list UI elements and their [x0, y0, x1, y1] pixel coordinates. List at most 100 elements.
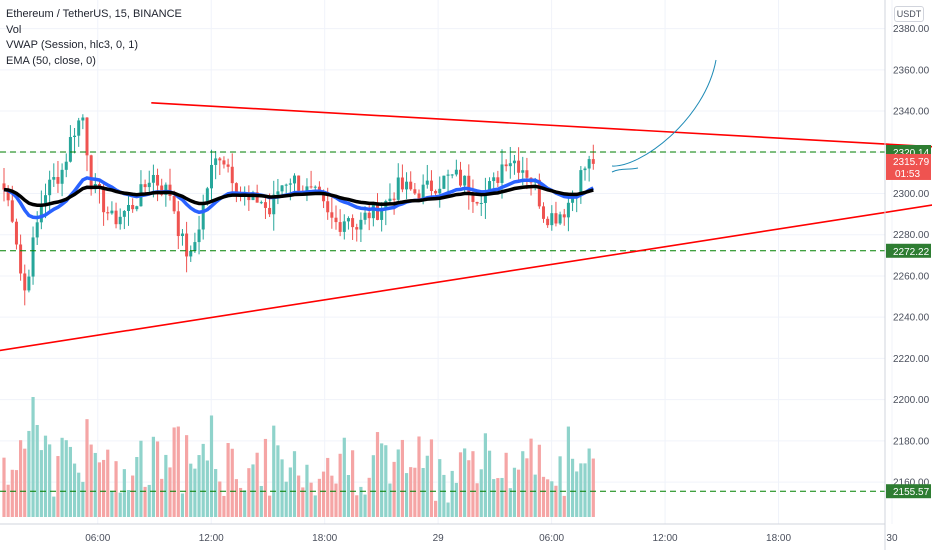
- currency-button[interactable]: USDT: [894, 6, 924, 22]
- legend-ema[interactable]: EMA (50, close, 0): [6, 54, 96, 67]
- volume-bar: [268, 495, 272, 517]
- candle-body: [537, 179, 541, 207]
- price-tick-label: 2200.00: [893, 395, 930, 406]
- candle-body: [396, 177, 400, 200]
- candle-body: [562, 214, 566, 218]
- volume-bar: [504, 452, 508, 517]
- price-tick-label: 2260.00: [893, 271, 930, 282]
- volume-bar: [2, 457, 6, 517]
- trendline: [151, 102, 932, 148]
- candle-body: [554, 213, 558, 224]
- candle-body: [591, 159, 595, 164]
- volume-bar: [517, 469, 521, 517]
- volume-bar: [230, 448, 234, 517]
- volume-bar: [89, 444, 93, 517]
- volume-bar: [60, 437, 64, 517]
- volume-bar: [346, 475, 351, 517]
- candle-body: [467, 175, 471, 195]
- price-tick-label: 2160.00: [893, 478, 930, 489]
- candle-body: [392, 198, 396, 200]
- volume-bar: [467, 460, 471, 517]
- candle-body: [309, 186, 313, 188]
- candle-body: [23, 273, 27, 291]
- time-tick-label: 29: [433, 533, 445, 544]
- volume-bar: [301, 487, 305, 517]
- candle-body: [583, 168, 587, 171]
- volume-bar: [68, 446, 72, 517]
- volume-bar: [10, 469, 14, 517]
- price-tick-label: 2380.00: [893, 24, 930, 35]
- candle-body: [463, 175, 467, 186]
- legend-volume[interactable]: Vol: [6, 23, 22, 36]
- candle-body: [438, 188, 442, 194]
- price-tag-label: 2315.79: [893, 157, 930, 168]
- volume-bar: [562, 495, 566, 517]
- volume-bar: [209, 415, 214, 517]
- volume-bar: [583, 463, 587, 517]
- candle-body: [180, 233, 184, 237]
- candle-body: [313, 186, 317, 188]
- volume-bar: [438, 459, 442, 517]
- volume-bar: [409, 467, 413, 517]
- volume-bar: [35, 424, 39, 517]
- candle-body: [122, 210, 126, 217]
- volume-bar: [537, 444, 541, 517]
- volume-bar: [52, 496, 56, 517]
- candle-body: [297, 175, 301, 191]
- candle-body: [504, 164, 508, 167]
- candle-body: [6, 189, 10, 201]
- volume-bar: [97, 462, 102, 517]
- candle-body: [131, 205, 135, 210]
- volume-bar: [160, 478, 164, 517]
- candle-body: [193, 242, 197, 251]
- volume-bar: [23, 448, 27, 517]
- volume-bar: [326, 457, 330, 517]
- legend-vwap[interactable]: VWAP (Session, hlc3, 0, 1): [6, 39, 139, 51]
- candle-body: [48, 179, 52, 196]
- freehand-drawing: [611, 167, 639, 173]
- candle-body: [263, 202, 267, 208]
- candle-body: [400, 177, 404, 190]
- volume-bar: [500, 477, 504, 517]
- candle-body: [359, 219, 363, 230]
- candle-body: [342, 221, 346, 232]
- candle-body: [288, 183, 292, 185]
- volume-bar: [238, 487, 243, 517]
- volume-bar: [201, 443, 205, 517]
- candle-body: [284, 184, 288, 186]
- volume-bar: [193, 468, 197, 517]
- candle-body: [143, 184, 147, 188]
- candle-body: [39, 205, 43, 223]
- candle-body: [322, 191, 326, 202]
- candle-body: [471, 194, 475, 202]
- volume-bar: [371, 455, 375, 517]
- candle-body: [346, 218, 350, 222]
- candle-body: [106, 212, 110, 214]
- volume-bar: [546, 479, 550, 517]
- volume-bar: [496, 478, 500, 517]
- volume-bar: [338, 453, 342, 517]
- candle-body: [454, 169, 458, 175]
- candle-body: [276, 191, 280, 195]
- volume-bar: [255, 452, 259, 517]
- volume-bar: [404, 473, 409, 517]
- volume-bar: [147, 484, 151, 517]
- volume-bar: [454, 482, 458, 517]
- volume-bar: [189, 463, 193, 517]
- volume-bar: [114, 461, 118, 517]
- volume-bar: [363, 494, 367, 517]
- legend-symbol[interactable]: Ethereum / TetherUS, 15, BINANCE: [6, 8, 182, 20]
- candle-body: [434, 191, 438, 194]
- candle-body: [214, 158, 218, 165]
- candle-body: [483, 190, 487, 204]
- volume-bar: [570, 458, 575, 517]
- volume-bar: [554, 485, 558, 517]
- candle-body: [442, 175, 446, 189]
- volume-bar: [243, 490, 247, 517]
- candle-body: [147, 182, 151, 188]
- volume-bar: [297, 475, 301, 517]
- volume-bar: [392, 461, 396, 517]
- volume-bar: [321, 471, 326, 517]
- candle-body: [338, 222, 342, 232]
